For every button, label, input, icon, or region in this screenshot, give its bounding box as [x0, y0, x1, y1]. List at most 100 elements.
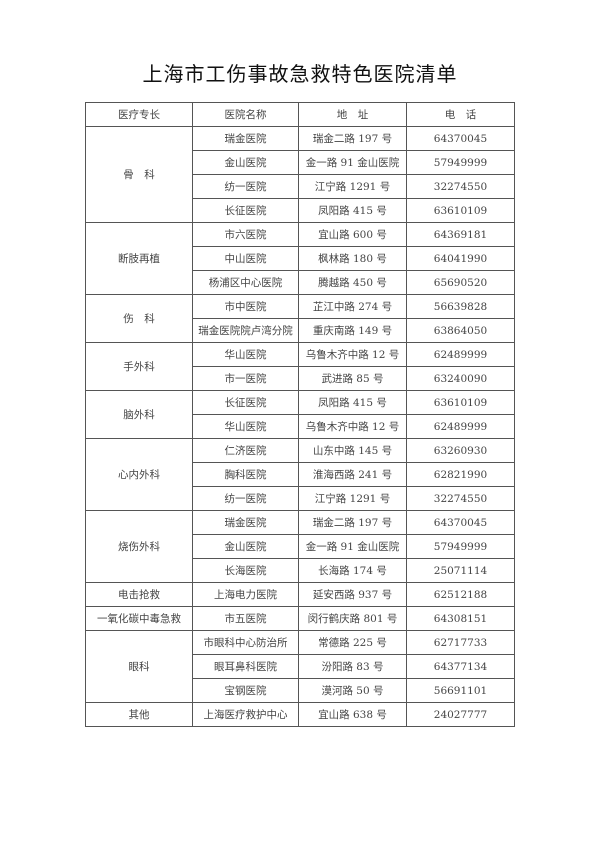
address-cell: 凤阳路 415 号 — [298, 198, 407, 223]
table-row: 瑞金医院院卢湾分院 重庆南路 149 号 63864050 — [86, 318, 515, 343]
hospital-name-cell: 长征医院 — [192, 390, 299, 415]
hospital-name-cell: 宝钢医院 — [192, 678, 299, 703]
table-row: 中山医院 枫林路 180 号 64041990 — [86, 246, 515, 271]
hospital-name-cell: 上海电力医院 — [192, 582, 299, 607]
table-row: 杨浦区中心医院 腾越路 450 号 65690520 — [86, 270, 515, 295]
hospital-name-cell: 纺一医院 — [192, 486, 299, 511]
hospital-name-cell: 长海医院 — [192, 558, 299, 583]
address-cell: 汾阳路 83 号 — [298, 654, 407, 679]
table-row: 胸科医院 淮海西路 241 号 62821990 — [86, 462, 515, 487]
address-cell: 长海路 174 号 — [298, 558, 407, 583]
hospital-name-cell: 瑞金医院 — [192, 510, 299, 535]
hospital-name-cell: 市五医院 — [192, 606, 299, 631]
hospital-name-cell: 金山医院 — [192, 534, 299, 559]
phone-cell: 62821990 — [406, 462, 515, 487]
phone-cell: 63610109 — [406, 198, 515, 223]
specialty-cell: 电击抢救 — [85, 582, 193, 607]
table-row: 烧伤外科 瑞金医院 瑞金二路 197 号 64370045 — [85, 510, 515, 583]
hospital-name-cell: 金山医院 — [192, 150, 299, 175]
address-cell: 宜山路 638 号 — [298, 702, 407, 727]
header-hospital: 医院名称 — [192, 102, 299, 127]
header-address: 地 址 — [298, 102, 407, 127]
address-cell: 淮海西路 241 号 — [298, 462, 407, 487]
address-cell: 乌鲁木齐中路 12 号 — [298, 414, 407, 439]
hospital-table: 医疗专长 医院名称 地 址 电 话 骨 科瑞金医院 瑞金二路 197 号 64370… — [85, 102, 515, 727]
address-cell: 枫林路 180 号 — [298, 246, 407, 271]
hospital-name-cell: 市眼科中心防治所 — [192, 630, 299, 655]
phone-cell: 24027777 — [406, 702, 515, 727]
table-row: 脑外科 长征医院 凤阳路 415 号 63610109 — [85, 390, 515, 439]
address-cell: 闵行鹤庆路 801 号 — [298, 606, 407, 631]
address-cell: 金一路 91 金山医院 — [298, 150, 407, 175]
phone-cell: 64041990 — [406, 246, 515, 271]
hospital-name-cell: 市一医院 — [192, 366, 299, 391]
phone-cell: 65690520 — [406, 270, 515, 295]
table-row: 金山医院 金一路 91 金山医院 57949999 — [86, 150, 515, 175]
table-row: 华山医院 乌鲁木齐中路 12 号 62489999 — [86, 414, 515, 439]
table-row: 伤 科市中医院 芷江中路 274 号 56639828 — [85, 294, 515, 343]
address-cell: 瑞金二路 197 号 — [298, 126, 407, 151]
table-row: 心内外科 仁济医院 山东中路 145 号 63260930 — [85, 438, 515, 511]
address-cell: 延安西路 937 号 — [298, 582, 407, 607]
table-row: 长征医院 凤阳路 415 号 63610109 — [86, 198, 515, 223]
hospital-name-cell: 华山医院 — [192, 414, 299, 439]
specialty-cell: 伤 科 — [85, 294, 193, 343]
hospital-name-cell: 纺一医院 — [192, 174, 299, 199]
specialty-cell: 骨 科 — [85, 126, 193, 223]
hospital-name-cell: 中山医院 — [192, 246, 299, 271]
address-cell: 漠河路 50 号 — [298, 678, 407, 703]
phone-cell: 64370045 — [406, 510, 515, 535]
address-cell: 金一路 91 金山医院 — [298, 534, 407, 559]
phone-cell: 63260930 — [406, 438, 515, 463]
address-cell: 凤阳路 415 号 — [298, 390, 407, 415]
phone-cell: 64308151 — [406, 606, 515, 631]
phone-cell: 62717733 — [406, 630, 515, 655]
phone-cell: 63610109 — [406, 390, 515, 415]
phone-cell: 32274550 — [406, 486, 515, 511]
specialty-cell: 断肢再植 — [85, 222, 193, 295]
specialty-cell: 心内外科 — [85, 438, 193, 511]
phone-cell: 25071114 — [406, 558, 515, 583]
address-cell: 常德路 225 号 — [298, 630, 407, 655]
phone-cell: 56691101 — [406, 678, 515, 703]
address-cell: 江宁路 1291 号 — [298, 174, 407, 199]
hospital-name-cell: 胸科医院 — [192, 462, 299, 487]
hospital-name-cell: 瑞金医院 — [192, 126, 299, 151]
page-title: 上海市工伤事故急救特色医院清单 — [142, 62, 458, 86]
phone-cell: 57949999 — [406, 534, 515, 559]
address-cell: 芷江中路 274 号 — [298, 294, 407, 319]
table-row: 市一医院 武进路 85 号 63240090 — [86, 366, 515, 391]
header-phone: 电 话 — [406, 102, 515, 127]
hospital-name-cell: 仁济医院 — [192, 438, 299, 463]
specialty-cell: 一氧化碳中毒急救 — [85, 606, 193, 631]
phone-cell: 32274550 — [406, 174, 515, 199]
phone-cell: 63864050 — [406, 318, 515, 343]
address-cell: 乌鲁木齐中路 12 号 — [298, 342, 407, 367]
specialty-cell: 脑外科 — [85, 390, 193, 439]
table-row: 一氧化碳中毒急救 市五医院 闵行鹤庆路 801 号 64308151 — [85, 606, 515, 631]
specialty-cell: 眼科 — [85, 630, 193, 703]
table-row: 电击抢救 上海电力医院 延安西路 937 号 62512188 — [85, 582, 515, 607]
address-cell: 宜山路 600 号 — [298, 222, 407, 247]
phone-cell: 57949999 — [406, 150, 515, 175]
phone-cell: 56639828 — [406, 294, 515, 319]
address-cell: 江宁路 1291 号 — [298, 486, 407, 511]
hospital-name-cell: 市六医院 — [192, 222, 299, 247]
phone-cell: 62489999 — [406, 414, 515, 439]
address-cell: 腾越路 450 号 — [298, 270, 407, 295]
table-row: 金山医院 金一路 91 金山医院 57949999 — [86, 534, 515, 559]
address-cell: 瑞金二路 197 号 — [298, 510, 407, 535]
address-cell: 重庆南路 149 号 — [298, 318, 407, 343]
table-row: 其他 上海医疗救护中心 宜山路 638 号 24027777 — [85, 702, 515, 727]
phone-cell: 64377134 — [406, 654, 515, 679]
table-row: 纺一医院 江宁路 1291 号 32274550 — [86, 174, 515, 199]
table-row: 纺一医院 江宁路 1291 号 32274550 — [86, 486, 515, 511]
address-cell: 武进路 85 号 — [298, 366, 407, 391]
table-header-row: 医疗专长 医院名称 地 址 电 话 — [85, 102, 515, 127]
specialty-cell: 手外科 — [85, 342, 193, 391]
hospital-name-cell: 市中医院 — [192, 294, 299, 319]
table-row: 断肢再植 市六医院 宜山路 600 号 64369181 — [85, 222, 515, 295]
hospital-name-cell: 杨浦区中心医院 — [192, 270, 299, 295]
phone-cell: 64370045 — [406, 126, 515, 151]
phone-cell: 62489999 — [406, 342, 515, 367]
